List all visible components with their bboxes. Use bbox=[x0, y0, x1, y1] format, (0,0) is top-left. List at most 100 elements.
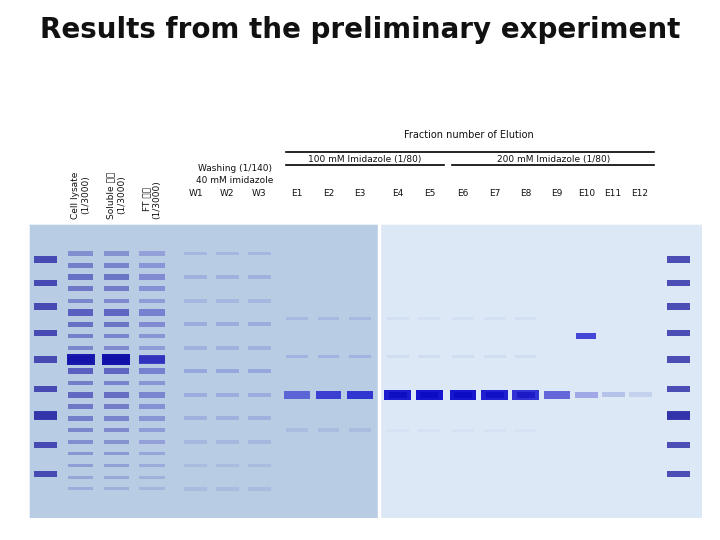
Bar bbox=[184, 487, 207, 491]
Bar bbox=[184, 416, 207, 420]
Bar bbox=[139, 392, 165, 398]
Text: FT 시료
(1/3000): FT 시료 (1/3000) bbox=[143, 180, 162, 219]
Text: Cell lysate
(1/3000): Cell lysate (1/3000) bbox=[71, 171, 90, 219]
Bar bbox=[449, 390, 477, 400]
Bar bbox=[667, 303, 690, 310]
Bar bbox=[68, 356, 94, 363]
Bar bbox=[216, 299, 239, 302]
Bar bbox=[667, 356, 690, 363]
Bar bbox=[667, 280, 690, 286]
Bar bbox=[216, 346, 239, 349]
Bar bbox=[34, 256, 57, 262]
Bar bbox=[104, 428, 129, 432]
Bar bbox=[139, 464, 165, 467]
Bar bbox=[104, 262, 129, 268]
Bar bbox=[248, 275, 271, 279]
Text: Washing (1/140): Washing (1/140) bbox=[197, 164, 271, 173]
Bar bbox=[34, 386, 57, 392]
Bar bbox=[216, 393, 239, 397]
Text: W2: W2 bbox=[220, 189, 235, 198]
Bar bbox=[184, 275, 207, 279]
Bar bbox=[248, 393, 271, 397]
Bar bbox=[248, 369, 271, 373]
Bar bbox=[318, 355, 339, 359]
Text: E5: E5 bbox=[423, 189, 435, 198]
Bar bbox=[139, 287, 165, 291]
Bar bbox=[139, 251, 165, 256]
Bar bbox=[667, 471, 690, 477]
Bar bbox=[68, 452, 94, 455]
Bar bbox=[104, 404, 129, 409]
Bar bbox=[104, 321, 129, 327]
Bar bbox=[29, 224, 379, 518]
Bar bbox=[452, 429, 474, 431]
Bar bbox=[68, 287, 94, 291]
Text: 40 mM imidazole: 40 mM imidazole bbox=[196, 176, 274, 185]
Bar bbox=[484, 429, 505, 431]
Bar bbox=[484, 317, 505, 320]
Bar bbox=[667, 256, 690, 262]
Bar bbox=[104, 440, 129, 444]
Bar bbox=[104, 299, 129, 303]
Bar bbox=[104, 309, 129, 315]
Bar bbox=[481, 390, 508, 400]
Bar bbox=[349, 355, 371, 359]
Bar bbox=[318, 428, 339, 432]
Bar bbox=[315, 390, 341, 399]
Bar bbox=[667, 386, 690, 392]
Bar bbox=[104, 452, 129, 455]
Text: E7: E7 bbox=[489, 189, 500, 198]
Bar bbox=[68, 299, 94, 303]
Bar bbox=[216, 416, 239, 420]
Bar bbox=[418, 355, 440, 358]
Bar bbox=[349, 428, 371, 432]
Bar bbox=[34, 412, 57, 418]
Bar bbox=[216, 275, 239, 279]
Bar bbox=[216, 440, 239, 444]
Bar bbox=[387, 429, 408, 431]
Bar bbox=[68, 428, 94, 432]
Bar bbox=[248, 487, 271, 491]
Bar bbox=[139, 355, 165, 364]
Bar bbox=[104, 346, 129, 350]
Bar bbox=[139, 346, 165, 350]
Bar bbox=[139, 381, 165, 386]
Text: E1: E1 bbox=[291, 189, 302, 198]
Bar bbox=[104, 287, 129, 291]
Text: Fraction number of Elution: Fraction number of Elution bbox=[403, 130, 534, 140]
Bar bbox=[139, 476, 165, 478]
Bar bbox=[104, 464, 129, 467]
Bar bbox=[102, 354, 130, 365]
Bar bbox=[139, 440, 165, 444]
Text: E10: E10 bbox=[577, 189, 595, 198]
Bar bbox=[68, 416, 94, 421]
Bar bbox=[139, 452, 165, 455]
Bar bbox=[104, 368, 129, 374]
Bar bbox=[248, 252, 271, 255]
Bar bbox=[384, 390, 411, 400]
Bar bbox=[515, 317, 536, 320]
Bar bbox=[68, 346, 94, 350]
Bar bbox=[576, 333, 596, 339]
Bar bbox=[486, 392, 503, 398]
Bar bbox=[284, 390, 310, 399]
Bar bbox=[575, 392, 598, 398]
Text: E8: E8 bbox=[520, 189, 531, 198]
Bar bbox=[68, 404, 94, 409]
Bar bbox=[34, 411, 57, 420]
Bar bbox=[66, 354, 95, 364]
Bar bbox=[184, 440, 207, 444]
Bar bbox=[544, 390, 570, 399]
Bar bbox=[349, 316, 371, 320]
Bar bbox=[418, 429, 440, 431]
Bar bbox=[484, 355, 505, 358]
Bar bbox=[68, 274, 94, 280]
Bar bbox=[139, 356, 165, 363]
Bar bbox=[184, 463, 207, 467]
Bar bbox=[347, 390, 373, 399]
Bar bbox=[216, 487, 239, 491]
Bar bbox=[389, 392, 407, 398]
Text: E11: E11 bbox=[605, 189, 621, 198]
Bar bbox=[184, 369, 207, 373]
Bar bbox=[667, 412, 690, 418]
